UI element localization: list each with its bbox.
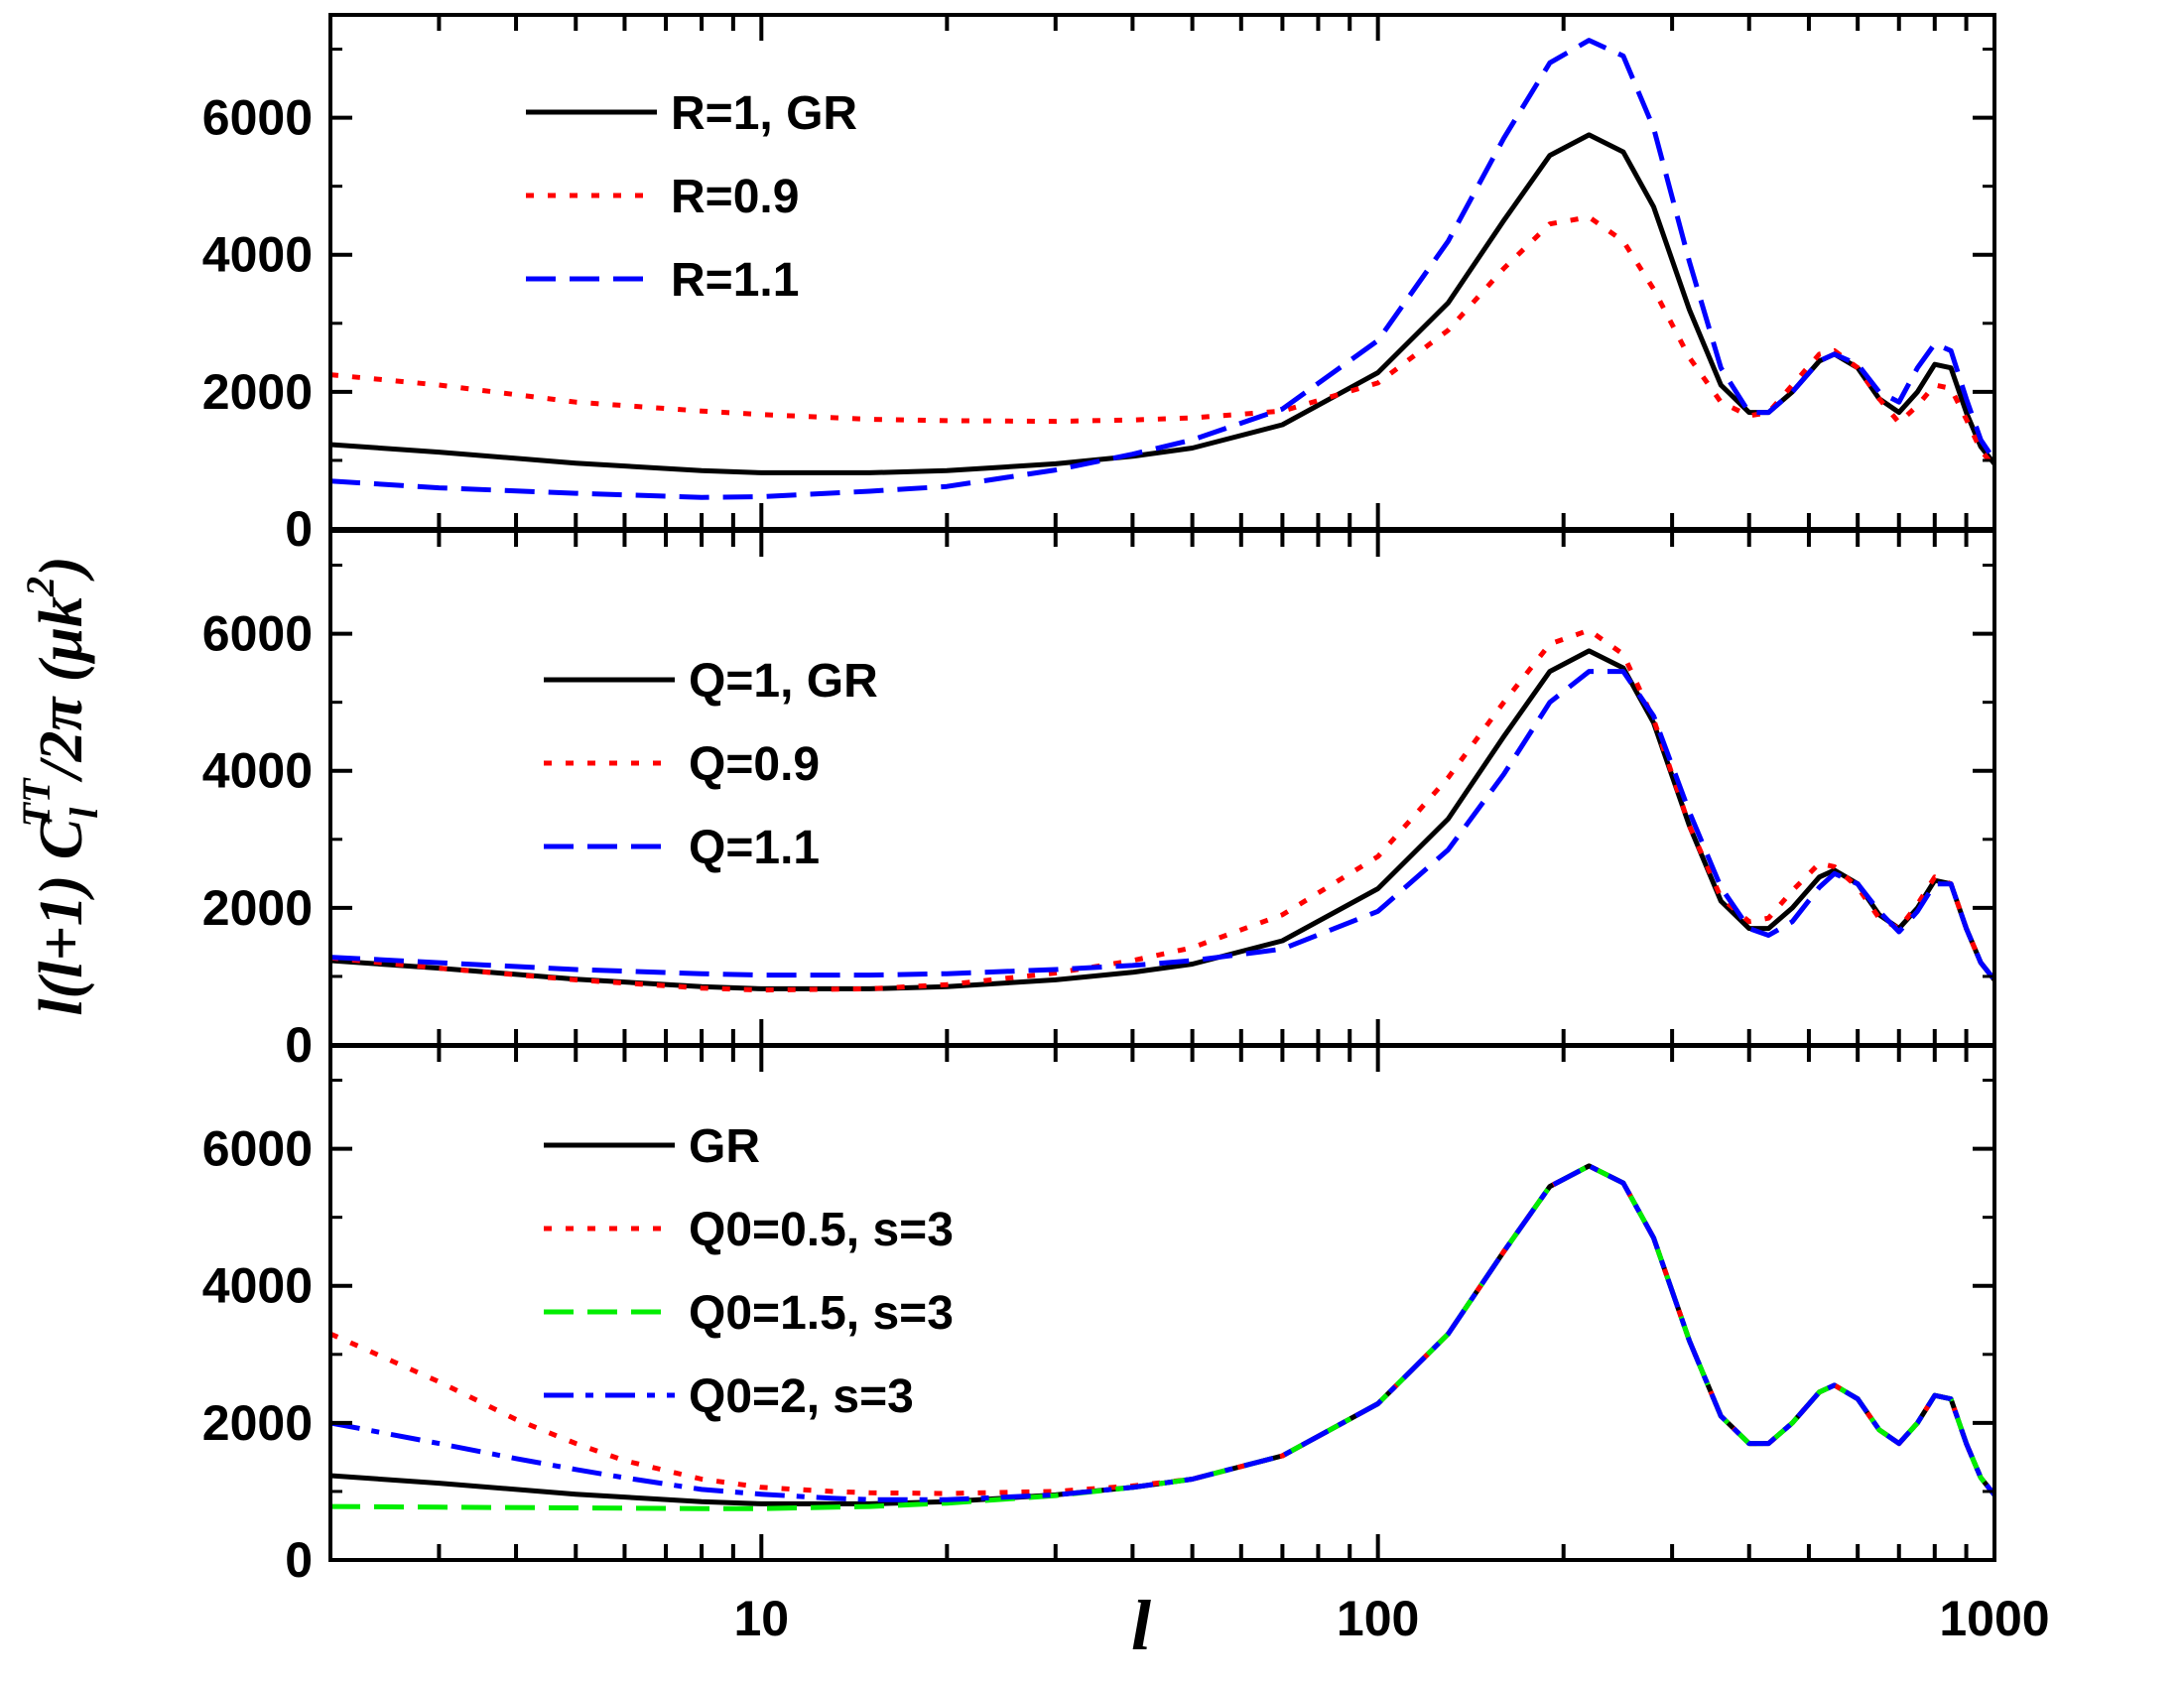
- series-line-q-1-1: [330, 669, 1994, 981]
- series-line-gr: [330, 1163, 1994, 1506]
- x-tick-label: 1000: [1939, 1591, 2049, 1646]
- x-axis-tick-labels: 10 100 1000: [733, 1591, 2049, 1646]
- series-line-r-0-9: [330, 214, 1994, 469]
- y-tick-label: 0: [285, 1017, 313, 1073]
- series-line-r-1-1: [330, 38, 1994, 500]
- y-tick-label: 2000: [202, 1395, 313, 1451]
- panel-3: 0 2000 4000 6000 GR Q0=0.5, s=3 Q0=1.5, s=3 Q0=…: [202, 1044, 1996, 1588]
- legend-label: Q0=0.5, s=3: [689, 1204, 954, 1256]
- series-line-q0-2-s-3: [330, 1163, 1994, 1502]
- series-line-q-1-gr: [330, 648, 1994, 991]
- y-tick-label: 6000: [202, 90, 313, 146]
- legend-label: Q0=2, s=3: [689, 1370, 914, 1423]
- x-axis-title: l: [1131, 1586, 1151, 1665]
- y-tick-label: 2000: [202, 880, 313, 936]
- panel-1-curves: [330, 38, 1994, 500]
- legend-label: GR: [689, 1120, 760, 1173]
- legend-label: R=1.1: [671, 254, 799, 307]
- y-tick-label: 4000: [202, 743, 313, 799]
- x-tick-label: 10: [733, 1591, 789, 1646]
- panel-3-curves: [330, 1163, 1994, 1511]
- y-tick-label: 4000: [202, 1258, 313, 1314]
- y-tick-label: 6000: [202, 606, 313, 662]
- series-line-q-0-9: [330, 627, 1994, 993]
- legend-label: R=0.9: [671, 171, 799, 223]
- panel-3-frame: [328, 1044, 1996, 1562]
- legend-label: Q=0.9: [689, 738, 820, 791]
- legend-label: Q=1, GR: [689, 655, 878, 708]
- y-tick-label: 4000: [202, 227, 313, 283]
- legend-label: R=1, GR: [671, 87, 857, 140]
- y-tick-label: 2000: [202, 364, 313, 420]
- y-tick-label: 0: [285, 501, 313, 557]
- legend-label: Q0=1.5, s=3: [689, 1287, 954, 1340]
- y-tick-label: 0: [285, 1532, 313, 1588]
- series-line-q0-1-5-s-3: [330, 1163, 1994, 1511]
- y-axis-title: l(l+1) ClTT/2π (μk2): [14, 556, 106, 1015]
- series-line-r-1-gr: [330, 132, 1994, 475]
- x-tick-label: 100: [1337, 1591, 1419, 1646]
- series-line-q0-0-5-s-3: [330, 1163, 1994, 1496]
- y-tick-label: 6000: [202, 1121, 313, 1177]
- panel-2: 0 2000 4000 6000 Q=1, GR Q=0.9 Q=1.1: [202, 529, 1996, 1073]
- panel-2-curves: [330, 627, 1994, 993]
- legend-label: Q=1.1: [689, 822, 820, 874]
- chart-panels: 0 2000 4000 6000 R=1, GR R=0.9 R=1.1 0 2000 4000 6…: [202, 13, 1996, 1588]
- panel-1: 0 2000 4000 6000 R=1, GR R=0.9 R=1.1: [202, 13, 1996, 557]
